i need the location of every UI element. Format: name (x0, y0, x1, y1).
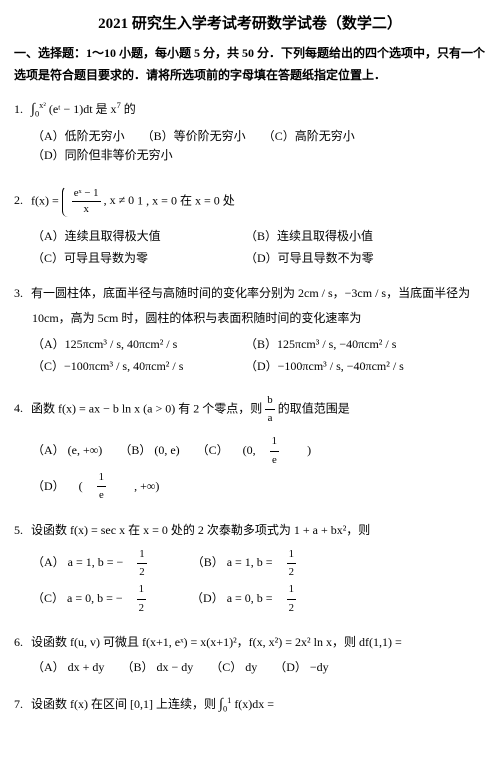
q-number: 2. (14, 191, 28, 210)
opt-b: （B） a = 1, b = 12 (192, 546, 324, 582)
opt-a: （A）低阶无穷小 (32, 127, 125, 146)
q2-options: （A）连续且取得极大值 （B）连续且取得极小值 （C）可导且导数为零 （D）可导… (32, 227, 486, 268)
q-number: 3. (14, 284, 28, 303)
section-instructions: 一、选择题：1～10 小题，每小题 5 分，共 50 分．下列每题给出的四个选项… (14, 43, 486, 86)
frac-num: 1 (287, 581, 296, 599)
q-number: 4. (14, 399, 28, 418)
opt-c: （C）可导且导数为零 (32, 249, 242, 268)
opt-c: （C）−100πcm³ / s, 40πcm² / s (32, 357, 242, 376)
q-number: 7. (14, 695, 28, 714)
frac-den: 2 (287, 564, 296, 581)
q3-options: （A）125πcm³ / s, 40πcm² / s （B）125πcm³ / … (32, 335, 486, 376)
frac-num: b (265, 392, 274, 410)
question-5: 5. 设函数 f(x) = sec x 在 x = 0 处的 2 次泰勒多项式为… (14, 521, 486, 617)
opt-b: （B） dx − dy (121, 658, 193, 677)
q-number: 6. (14, 633, 28, 652)
frac-den: e (270, 452, 279, 469)
question-2: 2. f(x) = eˣ − 1 x , x ≠ 0 1 , x = 0 在 x… (14, 182, 486, 269)
frac-num: 1 (287, 546, 296, 564)
optc-pre: （C） (197, 441, 229, 460)
optc-pre: （C） a = 0, b = − (32, 589, 123, 608)
frac-den: 2 (137, 600, 146, 617)
q3-line2: 10cm，高为 5cm 时，圆柱的体积与表面积随时间的变化速率为 (32, 309, 486, 328)
int-upper: x² (39, 101, 46, 110)
q4-frac: b a (265, 392, 274, 428)
frac-num: 1 (270, 433, 279, 451)
opt-b: （B） (0, e) (119, 441, 179, 460)
q5-options: （A） a = 1, b = −12 （B） a = 1, b = 12 （C）… (32, 546, 486, 617)
int-upper: 1 (227, 696, 231, 705)
opt-b: （B）等价阶无穷小 (142, 127, 246, 146)
piece1-cond: , x ≠ 0 (104, 193, 135, 207)
frac-num: 1 (137, 581, 146, 599)
opt-d: （D） −dy (274, 658, 328, 677)
q7-pre: 设函数 f(x) 在区间 [0,1] 上连续，则 (31, 697, 219, 711)
opt-d: （D） a = 0, b = 12 (191, 581, 324, 617)
opt-c: （C） (0, 1e) (197, 433, 325, 469)
opt-a: （A）连续且取得极大值 (32, 227, 242, 246)
question-6: 6. 设函数 f(u, v) 可微且 f(x+1, eˣ) = x(x+1)²，… (14, 633, 486, 677)
frac-den: e (97, 487, 106, 504)
optd-l: ( (79, 477, 83, 496)
opt-b: （B）连续且取得极小值 (245, 227, 455, 246)
q7-suf: f(x)dx = (234, 697, 274, 711)
q4-pre: 函数 f(x) = ax − b ln x (a > 0) 有 2 个零点，则 (31, 401, 265, 415)
q2-suf: 在 x = 0 处 (180, 193, 235, 207)
opt-d: （D） (1e , +∞) (32, 469, 173, 505)
frac-den: x (72, 202, 101, 217)
q5-stem: 设函数 f(x) = sec x 在 x = 0 处的 2 次泰勒多项式为 1 … (31, 523, 370, 537)
frac-den: 2 (137, 564, 146, 581)
opt-d: （D）−100πcm³ / s, −40πcm² / s (245, 357, 455, 376)
opt-a: （A） a = 1, b = − 12 (32, 546, 175, 582)
q2-frac: eˣ − 1 x (72, 186, 101, 217)
q1-suf: 的 (121, 102, 136, 116)
optd-pre: （D） (32, 477, 65, 496)
piece2: 1 , x = 0 (137, 193, 177, 207)
optd-pre: （D） a = 0, b = (191, 589, 273, 608)
question-4: 4. 函数 f(x) = ax − b ln x (a > 0) 有 2 个零点… (14, 392, 486, 505)
opta-pre: （A） a = 1, b = − (32, 553, 123, 572)
frac-num: 1 (97, 469, 106, 487)
opt-d: （D）可导且导数不为零 (245, 249, 455, 268)
question-7: 7. 设函数 f(x) 在区间 [0,1] 上连续，则 ∫01 f(x)dx = (14, 693, 486, 716)
opt-a: （A） (e, +∞) (32, 441, 102, 460)
frac-num: 1 (137, 546, 146, 564)
frac-den: a (265, 410, 274, 427)
q-number: 1. (14, 100, 28, 119)
q1-mid: (eᵗ − 1)dt 是 x (49, 102, 117, 116)
optc-l: (0, (243, 441, 256, 460)
opt-d: （D）同阶但非等价无穷小 (32, 146, 173, 165)
question-3: 3. 有一圆柱体，底面半径与高随时间的变化率分别为 2cm / s，−3cm /… (14, 284, 486, 376)
optb-pre: （B） a = 1, b = (192, 553, 273, 572)
opt-c: （C） dy (210, 658, 257, 677)
opt-c: （C）高阶无穷小 (263, 127, 355, 146)
frac-den: 2 (287, 600, 296, 617)
optd-r: , +∞) (134, 477, 159, 496)
int-lower: 0 (35, 110, 39, 119)
q-number: 5. (14, 521, 28, 540)
question-1: 1. ∫0x² (eᵗ − 1)dt 是 x7 的 （A）低阶无穷小 （B）等价… (14, 98, 486, 165)
opt-c: （C） a = 0, b = − 12 (32, 581, 174, 617)
q3-line1: 有一圆柱体，底面半径与高随时间的变化率分别为 2cm / s，−3cm / s，… (31, 286, 470, 300)
frac-num: eˣ − 1 (72, 186, 101, 202)
opt-b: （B）125πcm³ / s, −40πcm² / s (245, 335, 455, 354)
q6-options: （A） dx + dy （B） dx − dy （C） dy （D） −dy (32, 658, 486, 677)
q2-lhs: f(x) = (31, 193, 62, 207)
q4-options: （A） (e, +∞) （B） (0, e) （C） (0, 1e) （D） (… (32, 433, 486, 504)
piecewise-brace: eˣ − 1 x , x ≠ 0 1 , x = 0 (62, 186, 177, 217)
opt-a: （A） dx + dy (32, 658, 104, 677)
int-lower: 0 (223, 705, 227, 714)
q1-options: （A）低阶无穷小 （B）等价阶无穷小 （C）高阶无穷小 （D）同阶但非等价无穷小 (32, 127, 486, 165)
optc-r: ) (307, 441, 311, 460)
q6-stem: 设函数 f(u, v) 可微且 f(x+1, eˣ) = x(x+1)²，f(x… (31, 635, 402, 649)
opt-a: （A）125πcm³ / s, 40πcm² / s (32, 335, 242, 354)
q4-suf: 的取值范围是 (278, 401, 350, 415)
exam-title: 2021 研究生入学考试考研数学试卷（数学二） (14, 12, 486, 33)
